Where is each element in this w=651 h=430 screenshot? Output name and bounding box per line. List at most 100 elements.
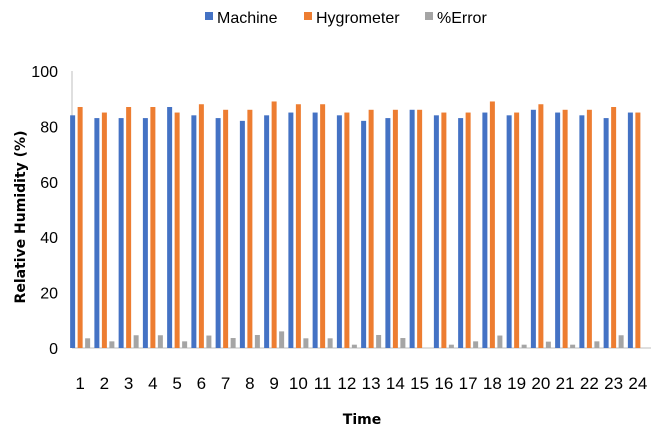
bar-hygrometer-4	[150, 107, 156, 348]
bar-error-20	[545, 341, 551, 348]
x-tick-label: 3	[124, 374, 133, 393]
bar-error-17	[473, 341, 479, 348]
bar-error-21	[570, 344, 576, 348]
bar-machine-5	[167, 107, 173, 348]
bar-hygrometer-8	[247, 109, 253, 348]
bar-machine-2	[94, 118, 100, 348]
bar-error-14	[400, 338, 406, 348]
legend-label: Hygrometer	[316, 10, 400, 27]
bar-machine-1	[70, 115, 76, 348]
bar-error-19	[521, 344, 527, 348]
x-tick-label: 22	[580, 374, 599, 393]
bar-hygrometer-10	[295, 104, 301, 349]
x-tick-label: 15	[410, 374, 429, 393]
bar-machine-21	[555, 112, 561, 348]
bar-machine-12	[336, 115, 342, 348]
bar-error-6	[206, 335, 212, 348]
bar-machine-23	[603, 118, 609, 348]
x-tick-label: 16	[434, 374, 453, 393]
bar-machine-6	[191, 115, 197, 348]
bar-hygrometer-14	[392, 109, 398, 348]
bar-machine-8	[239, 120, 245, 348]
bar-machine-16	[433, 115, 439, 348]
y-tick-label: 60	[40, 175, 58, 192]
x-tick-label: 2	[100, 374, 109, 393]
x-tick-label: 23	[604, 374, 623, 393]
y-tick-label: 20	[40, 286, 58, 303]
x-tick-label: 5	[172, 374, 181, 393]
bar-hygrometer-9	[271, 101, 277, 348]
x-tick-label: 10	[289, 374, 308, 393]
bar-error-9	[279, 331, 285, 348]
legend-swatch-hygrometer	[304, 12, 312, 20]
x-tick-label: 13	[362, 374, 381, 393]
legend-swatch-error	[425, 12, 433, 20]
y-tick-label: 40	[40, 230, 58, 247]
x-tick-label: 11	[314, 374, 332, 393]
x-tick-label: 4	[148, 374, 157, 393]
bar-error-18	[497, 335, 503, 348]
bar-hygrometer-20	[538, 104, 544, 349]
bar-machine-22	[579, 115, 585, 348]
bar-machine-13	[361, 120, 367, 348]
bar-error-5	[182, 341, 188, 348]
bar-error-23	[618, 335, 624, 348]
bar-machine-14	[385, 118, 391, 348]
legend-swatch-machine	[205, 12, 213, 20]
bar-machine-19	[506, 115, 512, 348]
bar-machine-4	[142, 118, 148, 348]
bar-hygrometer-18	[489, 101, 495, 348]
bar-error-1	[85, 338, 91, 348]
bar-hygrometer-16	[441, 112, 447, 348]
y-tick-label: 0	[49, 341, 58, 358]
bar-machine-9	[264, 115, 270, 348]
bar-hygrometer-2	[101, 112, 107, 348]
bar-hygrometer-24	[635, 112, 641, 348]
bar-hygrometer-1	[77, 107, 83, 348]
bar-error-11	[327, 338, 333, 348]
bar-hygrometer-21	[562, 109, 568, 348]
x-tick-label: 7	[221, 374, 230, 393]
x-axis-label: Time	[343, 412, 381, 428]
x-tick-label: 19	[507, 374, 526, 393]
bar-hygrometer-6	[198, 104, 204, 349]
x-tick-label: 6	[197, 374, 206, 393]
x-tick-label: 17	[459, 374, 478, 393]
bar-hygrometer-15	[417, 109, 423, 348]
bar-hygrometer-3	[126, 107, 132, 348]
bar-error-4	[157, 335, 163, 348]
bar-error-22	[594, 341, 600, 348]
bar-machine-20	[530, 109, 536, 348]
x-tick-label: 9	[269, 374, 278, 393]
bar-error-16	[448, 344, 454, 348]
x-tick-label: 14	[386, 374, 405, 393]
bar-hygrometer-7	[223, 109, 229, 348]
y-axis-label: Relative Humidity (%)	[13, 131, 29, 304]
bar-error-10	[303, 338, 309, 348]
bar-machine-15	[409, 109, 415, 348]
bar-machine-7	[215, 118, 221, 348]
legend-label: %Error	[437, 10, 487, 27]
x-tick-label: 24	[628, 374, 647, 393]
x-tick-label: 18	[483, 374, 502, 393]
bar-error-3	[133, 335, 139, 348]
bar-machine-10	[288, 112, 294, 348]
bar-hygrometer-13	[368, 109, 374, 348]
bar-machine-11	[312, 112, 318, 348]
bar-hygrometer-23	[611, 107, 617, 348]
bar-machine-24	[627, 112, 633, 348]
bar-machine-17	[458, 118, 464, 348]
x-tick-label: 12	[337, 374, 356, 393]
legend: Machine Hygrometer %Error	[205, 10, 487, 27]
bar-error-13	[376, 334, 382, 348]
bar-error-7	[230, 338, 236, 348]
bar-hygrometer-17	[465, 112, 471, 348]
bar-hygrometer-12	[344, 112, 350, 348]
y-tick-label: 100	[31, 64, 58, 81]
x-tick-label: 8	[245, 374, 254, 393]
y-tick-label: 80	[40, 119, 58, 136]
bar-hygrometer-22	[586, 109, 592, 348]
x-tick-label: 20	[531, 374, 550, 393]
